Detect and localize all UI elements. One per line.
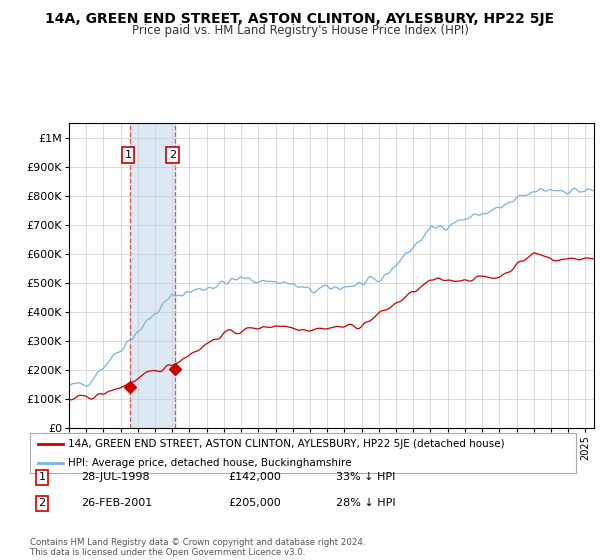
Bar xyxy=(130,123,175,428)
Text: 1: 1 xyxy=(38,472,46,482)
Text: 26-FEB-2001: 26-FEB-2001 xyxy=(81,498,152,508)
Text: 33% ↓ HPI: 33% ↓ HPI xyxy=(336,472,395,482)
Text: Contains HM Land Registry data © Crown copyright and database right 2024.
This d: Contains HM Land Registry data © Crown c… xyxy=(30,538,365,557)
Text: 14A, GREEN END STREET, ASTON CLINTON, AYLESBURY, HP22 5JE: 14A, GREEN END STREET, ASTON CLINTON, AY… xyxy=(46,12,554,26)
Text: 2: 2 xyxy=(169,150,176,160)
Text: 1: 1 xyxy=(124,150,131,160)
Text: Price paid vs. HM Land Registry's House Price Index (HPI): Price paid vs. HM Land Registry's House … xyxy=(131,24,469,36)
Text: 14A, GREEN END STREET, ASTON CLINTON, AYLESBURY, HP22 5JE (detached house): 14A, GREEN END STREET, ASTON CLINTON, AY… xyxy=(68,439,505,449)
Text: £142,000: £142,000 xyxy=(228,472,281,482)
Text: 28% ↓ HPI: 28% ↓ HPI xyxy=(336,498,395,508)
Text: £205,000: £205,000 xyxy=(228,498,281,508)
Text: HPI: Average price, detached house, Buckinghamshire: HPI: Average price, detached house, Buck… xyxy=(68,458,352,468)
Text: 28-JUL-1998: 28-JUL-1998 xyxy=(81,472,149,482)
Text: 2: 2 xyxy=(38,498,46,508)
